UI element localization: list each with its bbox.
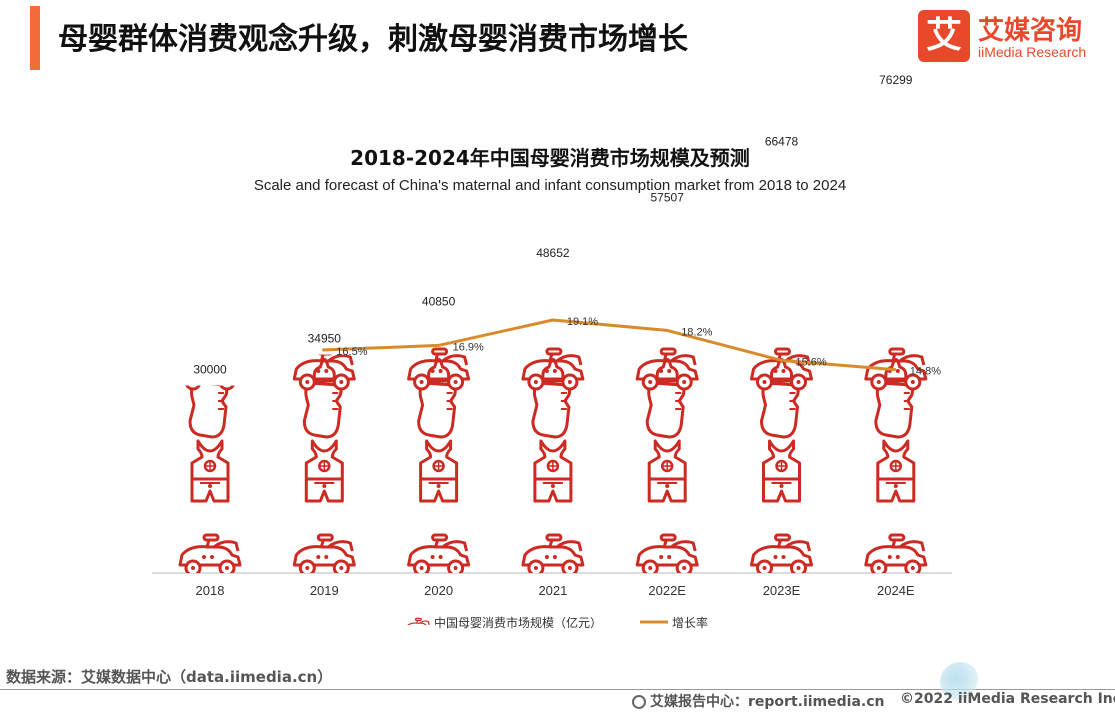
- growth-rate-label-2023E: 15.6%: [796, 356, 827, 368]
- footer-divider: [0, 689, 1115, 690]
- bar-value-label-2019: 34950: [308, 332, 342, 346]
- chart-title: 2018-2024年中国母婴消费市场规模及预测: [350, 146, 750, 170]
- bar-2018: [178, 385, 242, 573]
- x-tick-label-2022E: 2022E: [648, 583, 686, 598]
- chart-legend: 中国母婴消费市场规模（亿元） 增长率: [406, 615, 708, 630]
- page-title: 母婴群体消费观念升级，刺激母婴消费市场增长: [58, 22, 688, 57]
- footer-source: 数据来源：艾媒数据中心（data.iimedia.cn）: [6, 668, 333, 686]
- labels-layer: 30000 2018 34950 2019 40850 2020 48652 2021 5750…: [193, 73, 941, 598]
- legend-label-growth-rate: 增长率: [672, 615, 708, 630]
- watermark-logo-icon: [940, 662, 980, 702]
- growth-rate-label-2024E: 14.8%: [910, 366, 941, 378]
- growth-rate-label-2021: 19.1%: [567, 316, 598, 328]
- globe-icon: [632, 695, 646, 709]
- x-tick-label-2018: 2018: [196, 583, 225, 598]
- x-tick-label-2024E: 2024E: [877, 583, 915, 598]
- x-tick-label-2021: 2021: [538, 583, 567, 598]
- bar-2023E: [750, 347, 813, 573]
- legend-swatch-market-size: [406, 617, 430, 625]
- x-tick-label-2019: 2019: [310, 583, 339, 598]
- bar-value-label-2018: 30000: [193, 363, 227, 377]
- bars-layer: [178, 347, 928, 574]
- brand-logo: 艾 艾媒咨询 iiMedia Research: [918, 10, 1108, 66]
- growth-rate-label-2020: 16.9%: [453, 341, 484, 353]
- growth-rate-label-2022E: 18.2%: [681, 326, 712, 338]
- bar-2021: [521, 347, 585, 573]
- bar-2020: [407, 347, 471, 573]
- bar-value-label-2021: 48652: [536, 246, 570, 260]
- x-tick-label-2020: 2020: [424, 583, 453, 598]
- growth-rate-label-2019: 16.5%: [336, 346, 367, 358]
- bar-value-label-2022E: 57507: [651, 191, 685, 205]
- logo-name-cn: 艾媒咨询: [978, 16, 1083, 46]
- logo-mark-icon: 艾: [918, 10, 970, 62]
- bar-value-label-2024E: 76299: [879, 73, 913, 87]
- logo-name-en: iiMedia Research: [978, 44, 1087, 60]
- bar-2019: [292, 354, 356, 573]
- growth-rate-line: [322, 318, 896, 372]
- footer-report-text: 艾媒报告中心：report.iimedia.cn: [650, 694, 885, 710]
- bar-2022E: [635, 347, 699, 574]
- x-tick-label-2023E: 2023E: [763, 583, 801, 598]
- bar-value-label-2023E: 66478: [765, 135, 799, 149]
- footer-copyright: ©2022 iiMedia Research Inc: [900, 691, 1115, 707]
- growth-line-layer: [322, 318, 896, 372]
- legend-label-market-size: 中国母婴消费市场规模（亿元）: [434, 615, 602, 630]
- bar-value-label-2020: 40850: [422, 295, 456, 309]
- bar-2024E: [864, 347, 928, 573]
- footer-report-link[interactable]: 艾媒报告中心：report.iimedia.cn: [632, 691, 885, 711]
- header-accent-bar: [30, 6, 40, 70]
- chart-subtitle: Scale and forecast of China's maternal a…: [253, 177, 847, 194]
